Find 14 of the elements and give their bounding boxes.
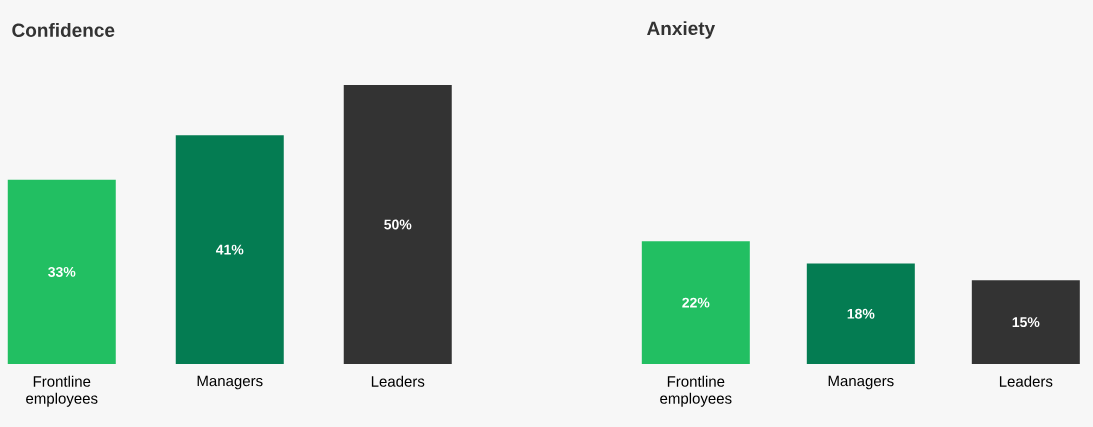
x-tick-label: Leaders xyxy=(999,375,1053,387)
x-tick-label: Managers xyxy=(197,375,263,390)
data-label: 15% xyxy=(1012,317,1040,328)
data-label: 22% xyxy=(682,297,710,308)
x-tick-label: Frontline employees xyxy=(660,375,732,407)
data-label: 18% xyxy=(847,308,875,319)
chart-title: Anxiety xyxy=(647,21,716,39)
x-tick-label: Leaders xyxy=(371,375,425,387)
x-tick-label: Frontline employees xyxy=(26,375,98,407)
data-label: 41% xyxy=(215,244,244,255)
x-tick-label: Managers xyxy=(828,375,894,390)
chart-title: Confidence xyxy=(12,23,115,37)
data-label: 33% xyxy=(48,266,76,277)
data-label: 50% xyxy=(384,219,412,230)
